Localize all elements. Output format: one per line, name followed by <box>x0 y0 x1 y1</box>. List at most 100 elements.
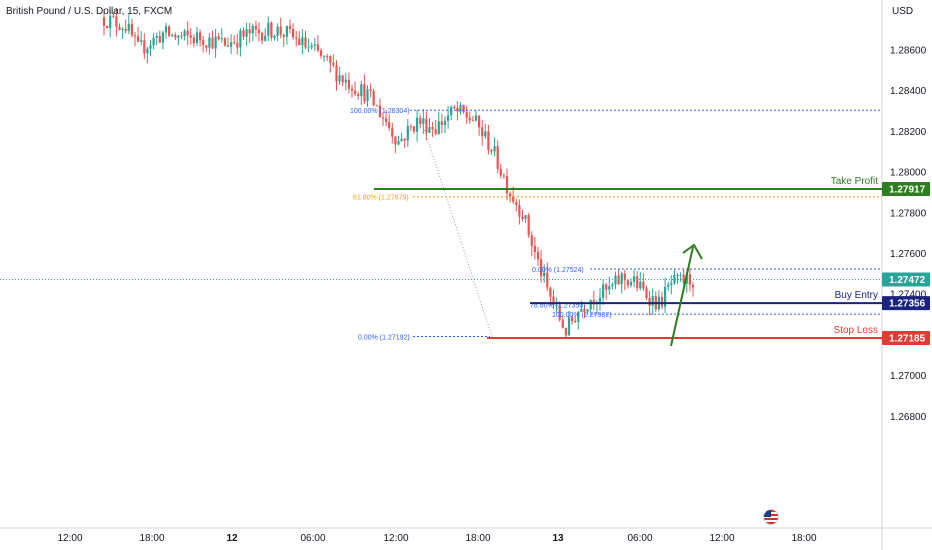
candle-body <box>208 37 211 48</box>
candle-body <box>158 35 161 43</box>
candle-body <box>375 105 378 107</box>
candle-body <box>236 42 239 48</box>
candle-body <box>217 36 220 40</box>
candle-body <box>623 273 626 281</box>
candle-body <box>279 26 282 35</box>
candle-body <box>195 32 199 44</box>
candle-body <box>168 26 171 36</box>
candle-body <box>245 29 248 37</box>
candle-body <box>155 35 158 38</box>
candle-body <box>341 75 344 83</box>
buy-entry-price-tag-text: 1.27356 <box>889 299 926 310</box>
candle-body <box>676 274 679 276</box>
candle-body <box>490 149 493 152</box>
candle-body <box>298 38 301 46</box>
candle-body <box>459 105 462 112</box>
candle-body <box>273 35 276 38</box>
candle-body <box>670 283 673 285</box>
candle-body <box>412 126 416 132</box>
candle-body <box>183 30 186 37</box>
candles <box>102 8 695 340</box>
us-flag-icon[interactable] <box>763 509 779 525</box>
candle-body <box>462 105 465 113</box>
candle-body <box>443 120 447 126</box>
candle-body <box>642 281 645 289</box>
candle-body <box>276 26 279 36</box>
candle-body <box>639 281 642 289</box>
candle-body <box>515 201 518 205</box>
fib-label-0: 0.00% (1.27192) <box>358 335 410 342</box>
candle-body <box>347 79 350 89</box>
take-profit-label: Take Profit <box>831 176 878 187</box>
candle-body <box>372 90 375 106</box>
candle-body <box>416 117 419 132</box>
candle-body <box>682 274 685 284</box>
candle-body <box>239 30 242 48</box>
fib-label-100: 100.00% (1.28304) <box>350 108 410 115</box>
candle-body <box>307 47 310 49</box>
candle-body <box>648 298 651 306</box>
candle-body <box>146 48 149 54</box>
candle-body <box>102 17 106 26</box>
time-tick-label: 13 <box>552 533 564 544</box>
candle-body <box>453 106 456 108</box>
candle-body <box>468 117 471 121</box>
candle-body <box>171 34 174 36</box>
candle-body <box>403 138 406 141</box>
candle-body <box>214 36 217 49</box>
candle-body <box>518 204 521 217</box>
candle-body <box>598 297 602 303</box>
time-tick-label: 12 <box>226 533 238 544</box>
candle-body <box>691 284 695 288</box>
candle-body <box>400 138 403 142</box>
candle-body <box>688 274 691 285</box>
price-tick-label: 1.27800 <box>890 208 927 219</box>
candle-body <box>602 284 605 298</box>
buy-entry-price-tag <box>882 296 930 311</box>
candle-body <box>505 176 509 194</box>
take-profit-price-tag-text: 1.27917 <box>889 184 926 195</box>
candle-body <box>388 122 391 128</box>
candle-body <box>440 121 443 126</box>
candle-body <box>233 42 236 44</box>
candle-body <box>267 22 270 36</box>
candle-body <box>536 252 540 260</box>
up-arrow-icon[interactable] <box>670 243 703 347</box>
candle-body <box>633 276 636 282</box>
candle-body <box>555 304 558 306</box>
candle-body <box>574 320 577 323</box>
candle-body <box>264 35 267 41</box>
candle-body <box>223 38 226 46</box>
candle-body <box>118 26 121 30</box>
candle-body <box>124 28 127 31</box>
candle-body <box>133 35 137 37</box>
candle-body <box>419 117 422 124</box>
candle-body <box>344 79 347 83</box>
candle-body <box>174 34 177 38</box>
candle-body <box>626 280 629 286</box>
candle-body <box>397 141 400 145</box>
candle-body <box>313 44 316 46</box>
candle-body <box>431 127 434 130</box>
candle-body <box>338 75 341 82</box>
candle-body <box>220 38 223 40</box>
candle-body <box>651 296 654 306</box>
symbol-title: British Pound / U.S. Dollar, 15, FXCM <box>6 6 173 17</box>
candle-body <box>391 127 394 137</box>
candle-body <box>121 28 124 30</box>
candle-body <box>561 319 564 328</box>
candle-body <box>571 317 574 321</box>
candle-body <box>673 275 676 284</box>
up-arrow-shaft <box>670 246 694 347</box>
candle-body <box>512 196 515 202</box>
currency-label[interactable]: USD <box>892 6 914 17</box>
candle-body <box>288 25 292 29</box>
candle-body <box>270 22 273 38</box>
candle-body <box>660 296 664 307</box>
candle-body <box>366 89 369 102</box>
candle-body <box>605 284 608 290</box>
stop-loss-price-tag-text: 1.27185 <box>889 333 926 344</box>
price-tick-label: 1.28200 <box>890 127 927 138</box>
